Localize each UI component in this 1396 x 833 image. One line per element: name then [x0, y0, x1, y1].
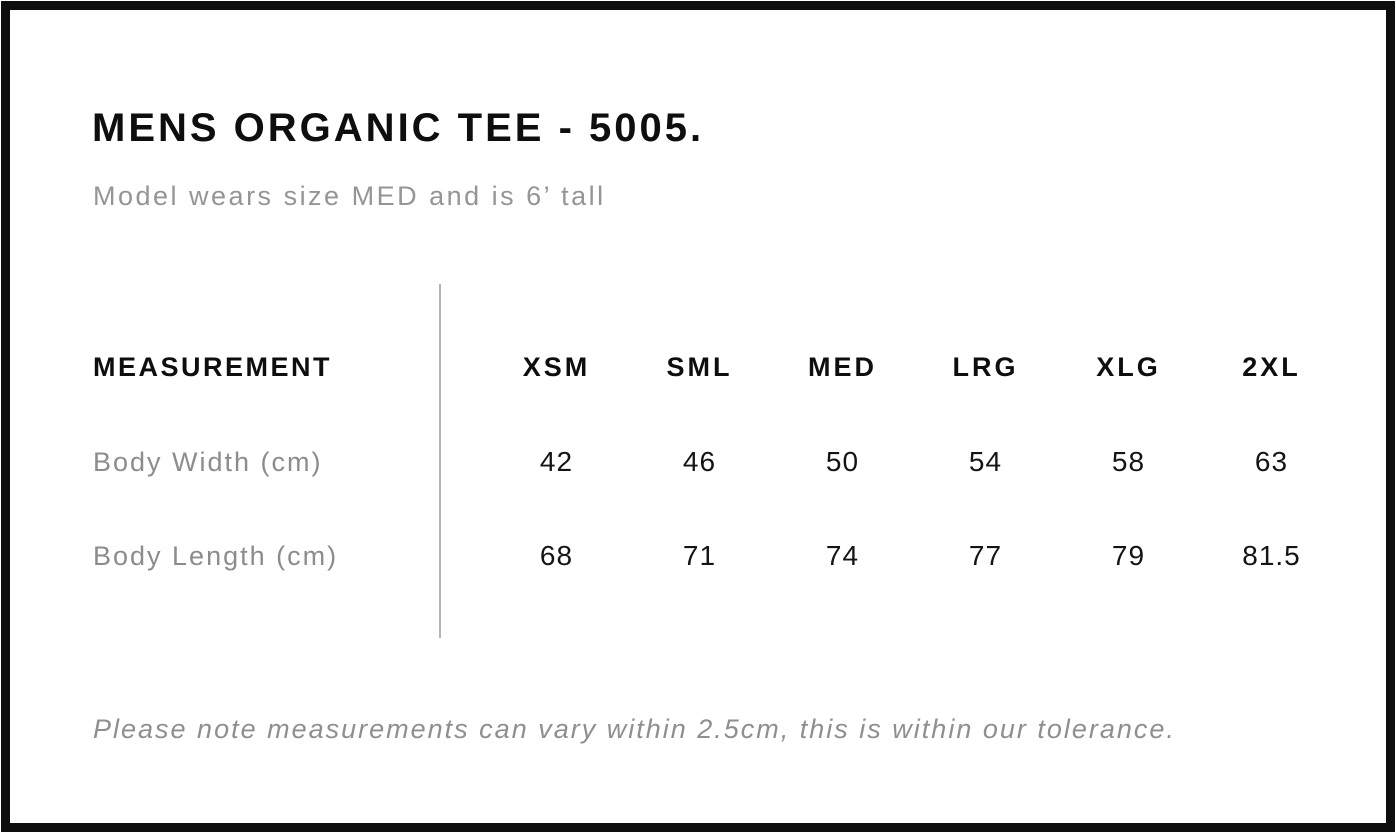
- body-length-2xl-value: 81.5: [1242, 540, 1301, 571]
- column-header-2xl: 2XL: [1242, 352, 1301, 382]
- table-row-body-width: Body Width (cm) 42 46 50 54 58 63: [93, 446, 1343, 478]
- row-label-body-length: Body Length (cm): [93, 541, 339, 571]
- column-header-xsm: XSM: [522, 352, 591, 382]
- body-length-lrg-value: 77: [968, 540, 1003, 571]
- size-table-header-row: MEASUREMENT XSM SML MED LRG XLG 2XL: [93, 352, 1343, 383]
- body-width-2xl-value: 63: [1254, 446, 1289, 477]
- column-header-lrg: LRG: [952, 352, 1019, 382]
- page-title: MENS ORGANIC TEE - 5005.: [92, 106, 705, 150]
- body-width-sml-value: 46: [682, 446, 717, 477]
- column-header-sml: SML: [666, 352, 733, 382]
- body-width-xlg-value: 58: [1111, 446, 1146, 477]
- table-vertical-divider: [439, 284, 441, 638]
- column-header-med: MED: [808, 352, 877, 382]
- body-width-lrg-value: 54: [968, 446, 1003, 477]
- body-width-xsm-value: 42: [539, 446, 574, 477]
- table-row-body-length: Body Length (cm) 68 71 74 77 79 81.5: [93, 540, 1343, 572]
- body-width-med-value: 50: [825, 446, 860, 477]
- row-label-body-width: Body Width (cm): [93, 447, 323, 477]
- body-length-xsm-value: 68: [539, 540, 574, 571]
- body-length-sml-value: 71: [682, 540, 717, 571]
- body-length-xlg-value: 79: [1111, 540, 1146, 571]
- column-header-xlg: XLG: [1096, 352, 1161, 382]
- tolerance-note: Please note measurements can vary within…: [93, 714, 1176, 744]
- model-size-note: Model wears size MED and is 6’ tall: [93, 181, 606, 211]
- body-length-med-value: 74: [825, 540, 860, 571]
- column-header-measurement: MEASUREMENT: [93, 352, 333, 382]
